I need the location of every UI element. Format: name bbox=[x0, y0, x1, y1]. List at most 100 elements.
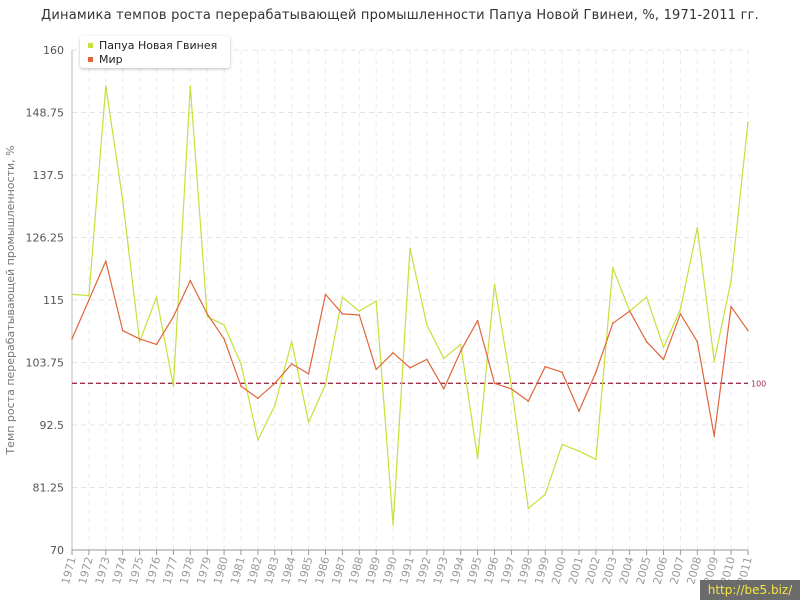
series-0-point bbox=[662, 346, 665, 349]
y-tick-label: 81.25 bbox=[33, 482, 65, 495]
series-0-point bbox=[341, 296, 344, 299]
series-0-point bbox=[696, 226, 699, 229]
series-0-point bbox=[155, 296, 158, 299]
reference-line-label: 100 bbox=[751, 379, 766, 388]
series-1-point bbox=[138, 338, 141, 340]
series-1-point bbox=[476, 319, 479, 322]
legend-swatch-png bbox=[88, 42, 93, 48]
series-1-point bbox=[392, 351, 394, 354]
series-0-point bbox=[544, 493, 546, 496]
series-1-point bbox=[257, 397, 259, 400]
series-0-point bbox=[578, 450, 580, 452]
series-1-point bbox=[544, 365, 546, 368]
series-1-point bbox=[88, 299, 90, 301]
legend-label-png: Папуа Новая Гвинея bbox=[99, 38, 218, 52]
series-0-point bbox=[493, 283, 496, 286]
series-0-point bbox=[713, 360, 715, 362]
series-0-point bbox=[561, 443, 563, 446]
series-0-point bbox=[223, 324, 225, 326]
series-0-point bbox=[392, 524, 394, 526]
series-1-point bbox=[747, 329, 749, 332]
reference-line: 100 bbox=[72, 379, 766, 388]
series-1-point bbox=[274, 382, 276, 385]
series-1-point bbox=[71, 338, 73, 340]
series-0-point bbox=[459, 343, 462, 346]
series-1-point bbox=[443, 388, 445, 390]
y-tick-label: 115 bbox=[43, 294, 64, 307]
legend: Папуа Новая Гвинея Мир bbox=[80, 36, 230, 68]
series-0-point bbox=[730, 279, 732, 282]
series-1-point bbox=[510, 388, 513, 390]
series-1-point bbox=[628, 310, 631, 312]
y-tick-label: 70 bbox=[50, 544, 64, 557]
series-1-point bbox=[375, 368, 378, 371]
series-0-point bbox=[307, 421, 310, 424]
series-0-point bbox=[426, 324, 428, 326]
series-1-point bbox=[155, 343, 158, 346]
series-0-point bbox=[476, 457, 479, 460]
series-1-point bbox=[240, 385, 242, 387]
y-axis-title: Темп роста перерабатывающей промышленнос… bbox=[4, 145, 17, 455]
series-1-point bbox=[223, 338, 225, 340]
series-0-point bbox=[172, 385, 175, 387]
series-0-point bbox=[88, 294, 90, 297]
legend-item-png[interactable]: Папуа Новая Гвинея bbox=[88, 38, 217, 52]
legend-label-world: Мир bbox=[99, 52, 123, 66]
y-tick-label: 137.5 bbox=[33, 169, 65, 182]
series-0-point bbox=[612, 266, 614, 269]
series-0-point bbox=[290, 340, 293, 343]
series-1-point bbox=[679, 313, 682, 315]
y-tick-label: 92.5 bbox=[40, 419, 65, 432]
legend-item-world[interactable]: Мир bbox=[88, 52, 123, 66]
series-0-point bbox=[105, 85, 107, 87]
series-1-point bbox=[324, 293, 327, 296]
series-1-point bbox=[696, 340, 699, 343]
grid-lines bbox=[71, 49, 749, 551]
series-1-point bbox=[341, 313, 344, 315]
axes bbox=[71, 50, 749, 555]
series-0-point bbox=[409, 247, 411, 250]
series-1-point bbox=[459, 350, 462, 352]
series-1-point bbox=[105, 260, 107, 262]
series-1-point bbox=[493, 382, 496, 385]
y-tick-label: 103.75 bbox=[26, 357, 65, 370]
series-0-point bbox=[274, 404, 276, 407]
series-1-point bbox=[426, 358, 428, 361]
series-1-point bbox=[189, 279, 192, 282]
series-0-point bbox=[595, 458, 597, 461]
series-0-point bbox=[138, 340, 141, 343]
legend-swatch-world bbox=[88, 56, 93, 62]
series-0-point bbox=[324, 383, 327, 386]
series-0-point bbox=[645, 296, 648, 299]
series-1-point bbox=[121, 329, 124, 332]
series-1-point bbox=[612, 322, 614, 325]
series-1-point bbox=[358, 314, 361, 316]
series-0-point bbox=[206, 315, 208, 318]
series-0-point bbox=[121, 199, 124, 201]
series-1-point bbox=[645, 340, 648, 343]
series-0-point bbox=[747, 121, 749, 124]
series-1-point bbox=[307, 373, 310, 375]
series-0-point bbox=[510, 385, 513, 387]
series-1-point bbox=[409, 366, 411, 369]
y-tick-label: 148.75 bbox=[26, 107, 65, 120]
series-1-point bbox=[595, 371, 597, 374]
y-tick-label: 160 bbox=[43, 44, 64, 57]
series-1-point bbox=[527, 400, 530, 402]
series-1-point bbox=[730, 305, 732, 308]
series-1-point bbox=[713, 435, 715, 437]
series-1-point bbox=[290, 363, 293, 365]
series-1-point bbox=[206, 313, 208, 315]
series-0-point bbox=[679, 308, 682, 311]
series-0-point bbox=[358, 310, 361, 312]
watermark-link[interactable]: http://be5.biz/ bbox=[700, 580, 800, 600]
series-1-point bbox=[172, 315, 175, 318]
series-0-point bbox=[71, 293, 73, 296]
series-0-point bbox=[527, 507, 530, 510]
series-0-point bbox=[375, 300, 378, 302]
series-0-point bbox=[189, 85, 192, 87]
series-1-point bbox=[578, 410, 580, 412]
series-0-point bbox=[240, 363, 242, 365]
series-lines bbox=[71, 85, 749, 526]
